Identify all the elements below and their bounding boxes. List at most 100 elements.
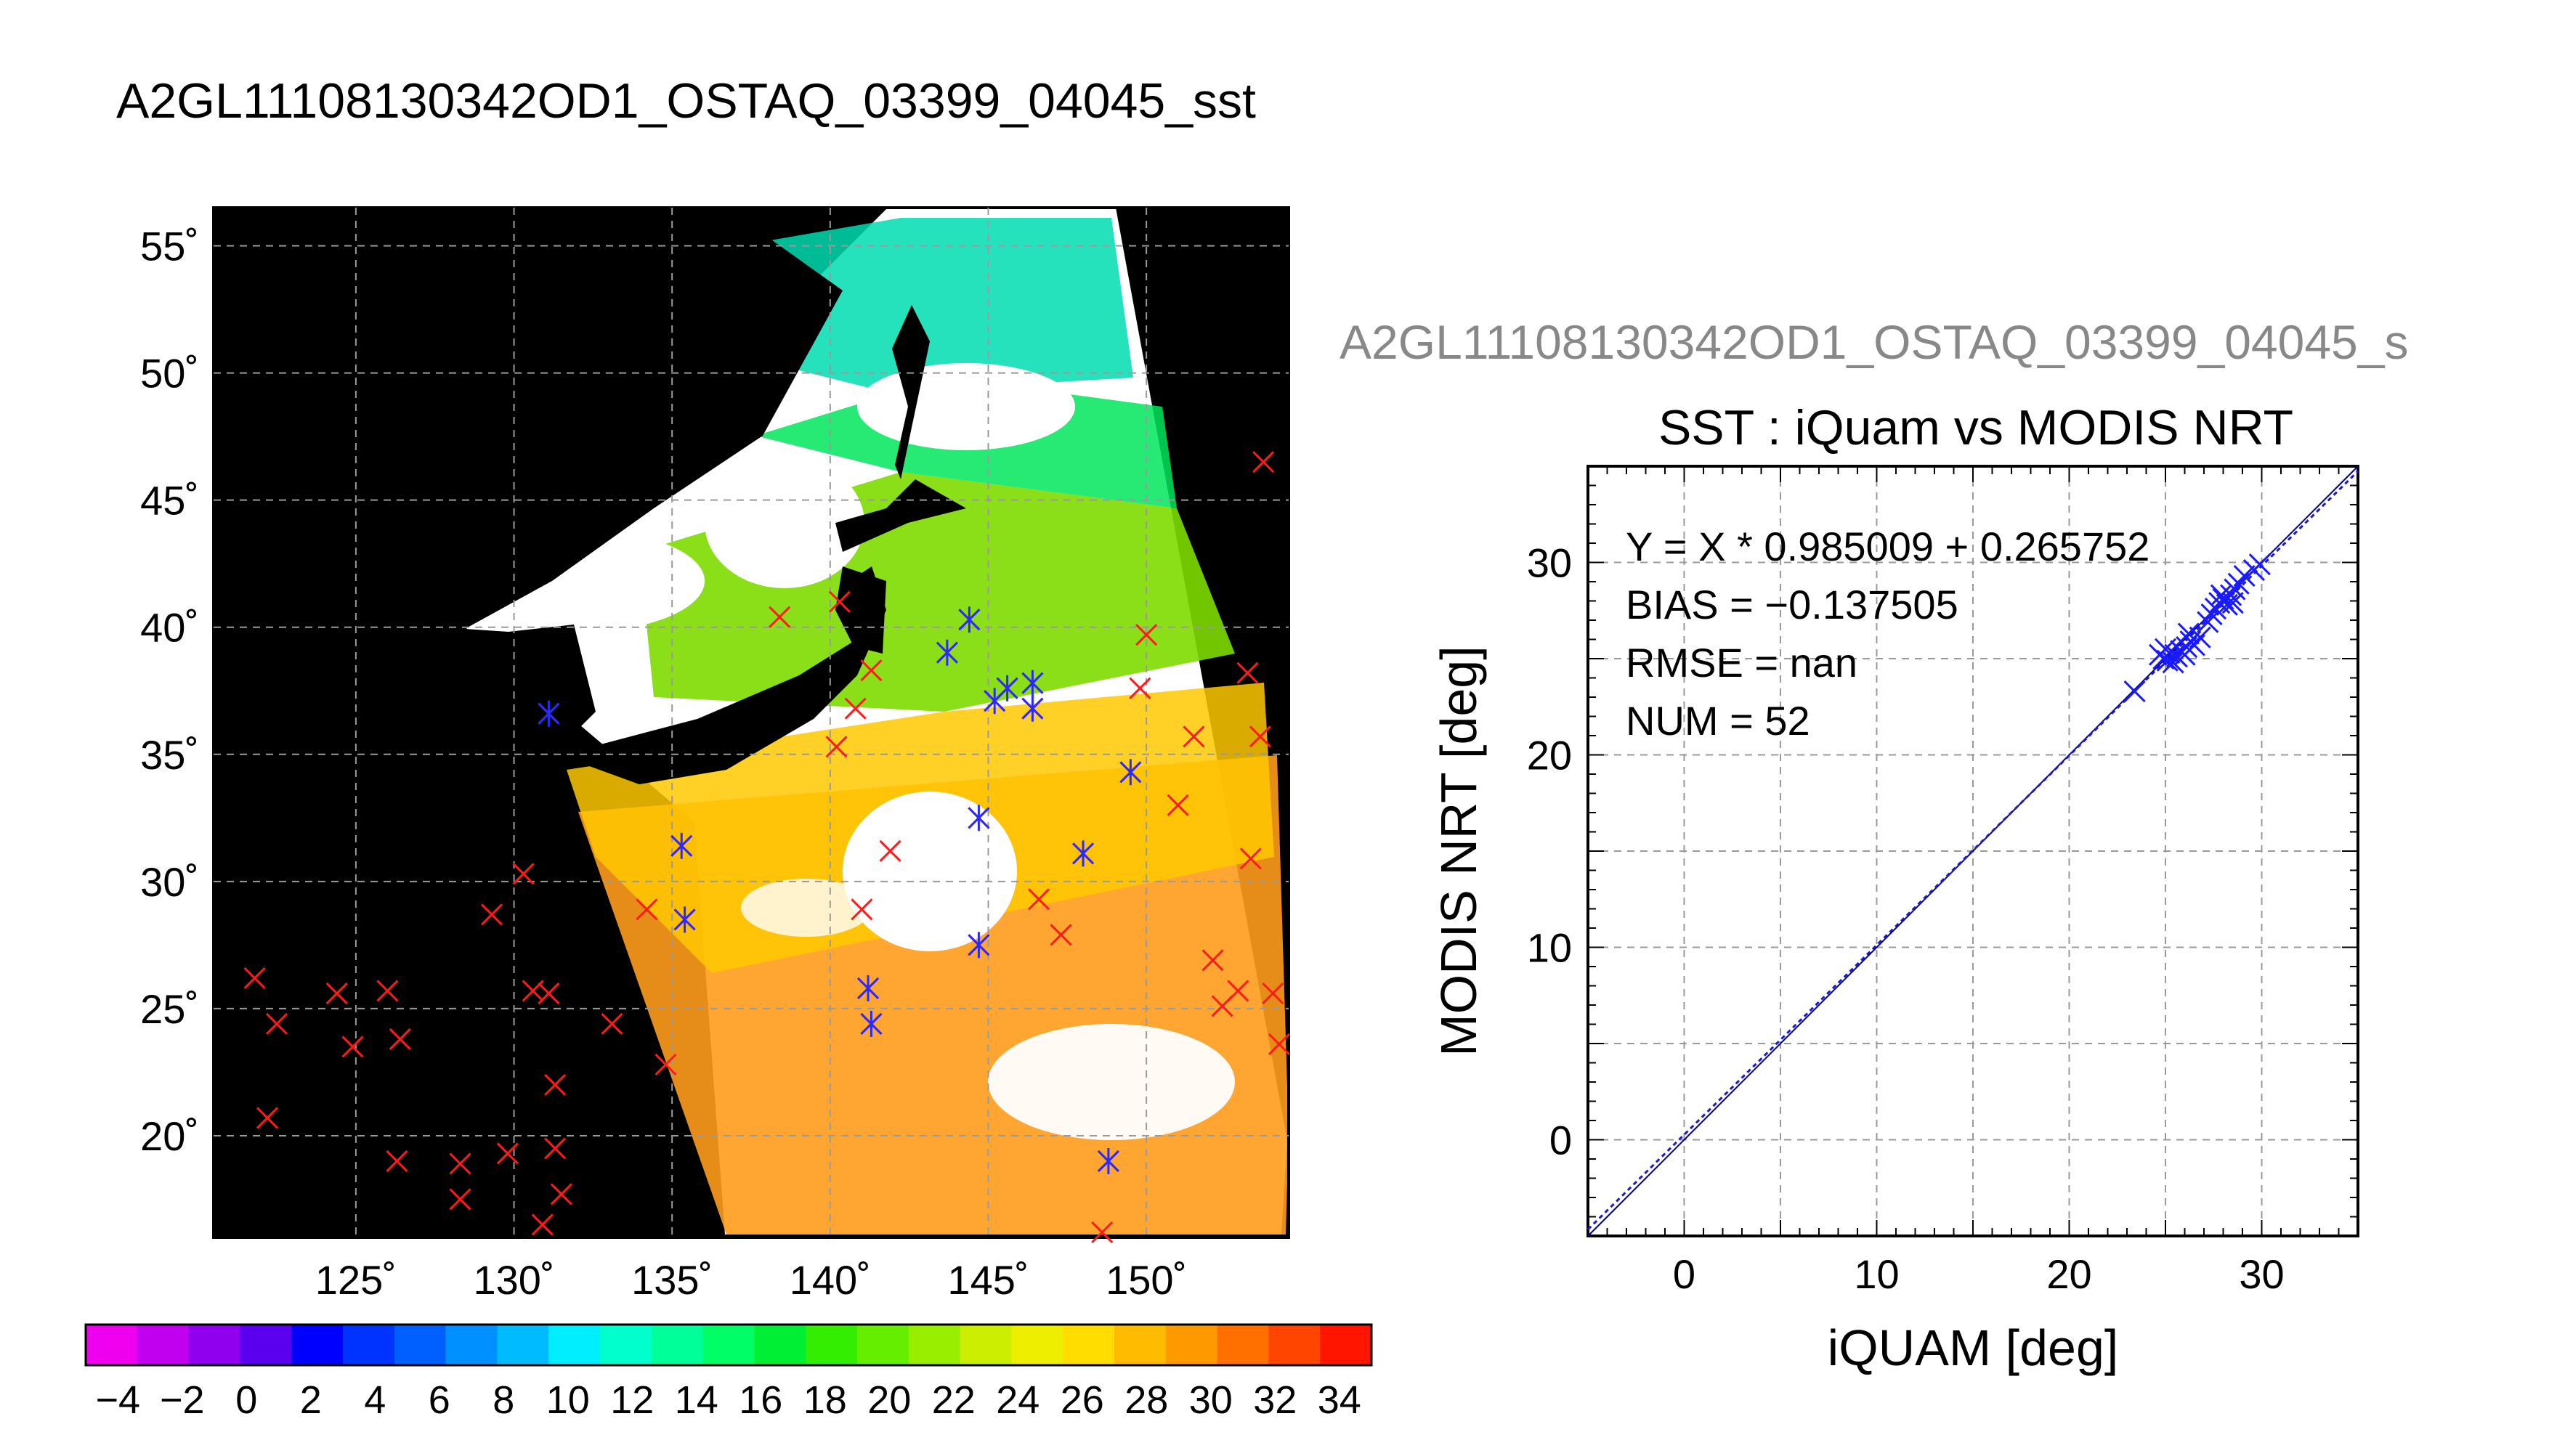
colorbar-label: 30 bbox=[1189, 1378, 1233, 1422]
iquam-marker-stroke bbox=[1129, 677, 1151, 699]
iquam-marker bbox=[1167, 794, 1189, 816]
colorbar-labels: −4 −2 0 2 4 6 8 10 12 14 16 18 20 22 24 26 28 30 32 34 bbox=[95, 1378, 1361, 1422]
map-lat-label: 50˚ bbox=[140, 351, 199, 396]
match-marker bbox=[1097, 1147, 1119, 1174]
scatter-point-stroke bbox=[2164, 643, 2187, 666]
match-marker bbox=[968, 805, 990, 831]
iquam-marker-stroke bbox=[389, 1028, 411, 1050]
cloud-patch bbox=[988, 1024, 1235, 1140]
iquam-marker-stroke bbox=[1201, 949, 1224, 972]
iquam-marker bbox=[449, 1152, 471, 1175]
iquam-marker-stroke bbox=[496, 1142, 519, 1165]
iquam-marker bbox=[496, 1142, 519, 1165]
colorbar-label: 18 bbox=[803, 1378, 847, 1422]
colorbar-segment bbox=[651, 1325, 704, 1365]
scatter-x-tick-label: 10 bbox=[1854, 1251, 1899, 1297]
map-lat-label: 55˚ bbox=[140, 224, 199, 269]
colorbar-segment bbox=[1011, 1325, 1064, 1365]
scatter-x-tick-labels: 0 10 20 30 bbox=[1673, 1251, 2285, 1297]
match-marker bbox=[1021, 670, 1044, 696]
iquam-marker bbox=[1135, 624, 1158, 646]
fit-line bbox=[1586, 470, 2359, 1231]
iquam-marker-stroke bbox=[1268, 1033, 1291, 1055]
iquam-marker bbox=[860, 659, 883, 682]
scatter-point bbox=[2197, 611, 2219, 633]
map-lat-label: 20˚ bbox=[140, 1113, 199, 1159]
scatter-point-stroke bbox=[2200, 603, 2223, 626]
land-hokkaido bbox=[835, 479, 966, 552]
iquam-marker-stroke bbox=[1167, 794, 1189, 816]
land-sakhalin bbox=[892, 305, 930, 479]
page-title: A2GL11108130342OD1_OSTAQ_03399_04045_sst bbox=[116, 73, 1256, 129]
sst-swath bbox=[214, 208, 1289, 1235]
scatter-point-stroke bbox=[2220, 584, 2242, 606]
iquam-marker bbox=[1268, 1033, 1291, 1055]
scatter-ticks bbox=[1587, 465, 2359, 1237]
colorbar-label: 34 bbox=[1318, 1378, 1361, 1422]
cloud-patch bbox=[705, 457, 864, 588]
colorbar-segment bbox=[1217, 1325, 1270, 1365]
scatter-point bbox=[2210, 584, 2232, 606]
iquam-marker bbox=[449, 1188, 471, 1211]
iquam-marker bbox=[550, 1183, 572, 1205]
scatter-point bbox=[2123, 680, 2146, 703]
stat-num: NUM = 52 bbox=[1626, 698, 1810, 744]
iquam-marker-stroke bbox=[449, 1188, 471, 1211]
iquam-marker-stroke bbox=[1236, 662, 1259, 684]
colorbar-segment bbox=[908, 1325, 961, 1365]
colorbar-label: 0 bbox=[235, 1378, 257, 1422]
scatter-y-tick-label: 30 bbox=[1527, 540, 1572, 586]
colorbar-label: 20 bbox=[867, 1378, 911, 1422]
colorbar-segment bbox=[1114, 1325, 1167, 1365]
colorbar: −4 −2 0 2 4 6 8 10 12 14 16 18 20 22 24 26 28 30 32 34 bbox=[84, 1323, 1373, 1422]
colorbar-label: 22 bbox=[932, 1378, 976, 1422]
cloud-patch bbox=[843, 792, 1017, 951]
colorbar-segment bbox=[1320, 1325, 1372, 1365]
iquam-marker-stroke bbox=[636, 898, 658, 921]
map-lat-label: 40˚ bbox=[140, 605, 199, 651]
iquam-marker bbox=[825, 736, 848, 758]
sst-map-panel: 20˚ 25˚ 30˚ 35˚ 40˚ 45˚ 50˚ 55˚ 125˚ 130˚ 135˚ 140… bbox=[140, 206, 1291, 1303]
scatter-y-tick-label: 0 bbox=[1549, 1118, 1572, 1163]
iquam-marker bbox=[243, 967, 266, 989]
iquam-marker-stroke bbox=[1091, 1221, 1114, 1244]
colorbar-segment bbox=[1268, 1325, 1321, 1365]
cloud-patch bbox=[741, 879, 872, 937]
scatter-point-stroke bbox=[2154, 638, 2177, 660]
scatter-point bbox=[2221, 592, 2244, 614]
scatter-point bbox=[2162, 651, 2184, 674]
colorbar-label: 32 bbox=[1253, 1378, 1297, 1422]
scatter-point bbox=[2176, 636, 2198, 659]
colorbar-segment bbox=[548, 1325, 601, 1365]
iquam-marker bbox=[265, 1012, 288, 1035]
iquam-marker bbox=[1249, 725, 1271, 748]
stat-rmse: RMSE = nan bbox=[1626, 640, 1857, 686]
colorbar-label: 4 bbox=[364, 1378, 386, 1422]
map-lon-label: 135˚ bbox=[631, 1257, 713, 1303]
iquam-marker bbox=[1091, 1221, 1114, 1244]
iquam-marker bbox=[1262, 982, 1284, 1004]
iquam-marker-stroke bbox=[1249, 725, 1271, 748]
colorbar-label: 28 bbox=[1124, 1378, 1168, 1422]
iquam-marker bbox=[512, 863, 535, 885]
iquam-marker-stroke bbox=[879, 839, 901, 862]
scatter-point bbox=[2233, 564, 2256, 587]
iquam-marker-stroke bbox=[449, 1152, 471, 1175]
colorbar-segment bbox=[497, 1325, 550, 1365]
scatter-point-stroke bbox=[2221, 592, 2244, 614]
colorbar-segment bbox=[240, 1325, 293, 1365]
iquam-marker bbox=[601, 1012, 623, 1035]
iquam-marker bbox=[1236, 662, 1259, 684]
map-lon-labels: 125˚ 130˚ 135˚ 140˚ 145˚ 150˚ bbox=[315, 1257, 1187, 1303]
scatter-y-tick-label: 20 bbox=[1527, 733, 1572, 778]
colorbar-segment bbox=[754, 1325, 807, 1365]
scatter-point bbox=[2200, 603, 2223, 626]
land-mainland bbox=[214, 208, 843, 629]
colorbar-label: 16 bbox=[739, 1378, 782, 1422]
colorbar-segment bbox=[343, 1325, 395, 1365]
scatter-point-stroke bbox=[2177, 622, 2200, 645]
scatter-title: SST : iQuam vs MODIS NRT bbox=[1658, 400, 2293, 455]
stat-fit: Y = X * 0.985009 + 0.265752 bbox=[1626, 524, 2149, 569]
